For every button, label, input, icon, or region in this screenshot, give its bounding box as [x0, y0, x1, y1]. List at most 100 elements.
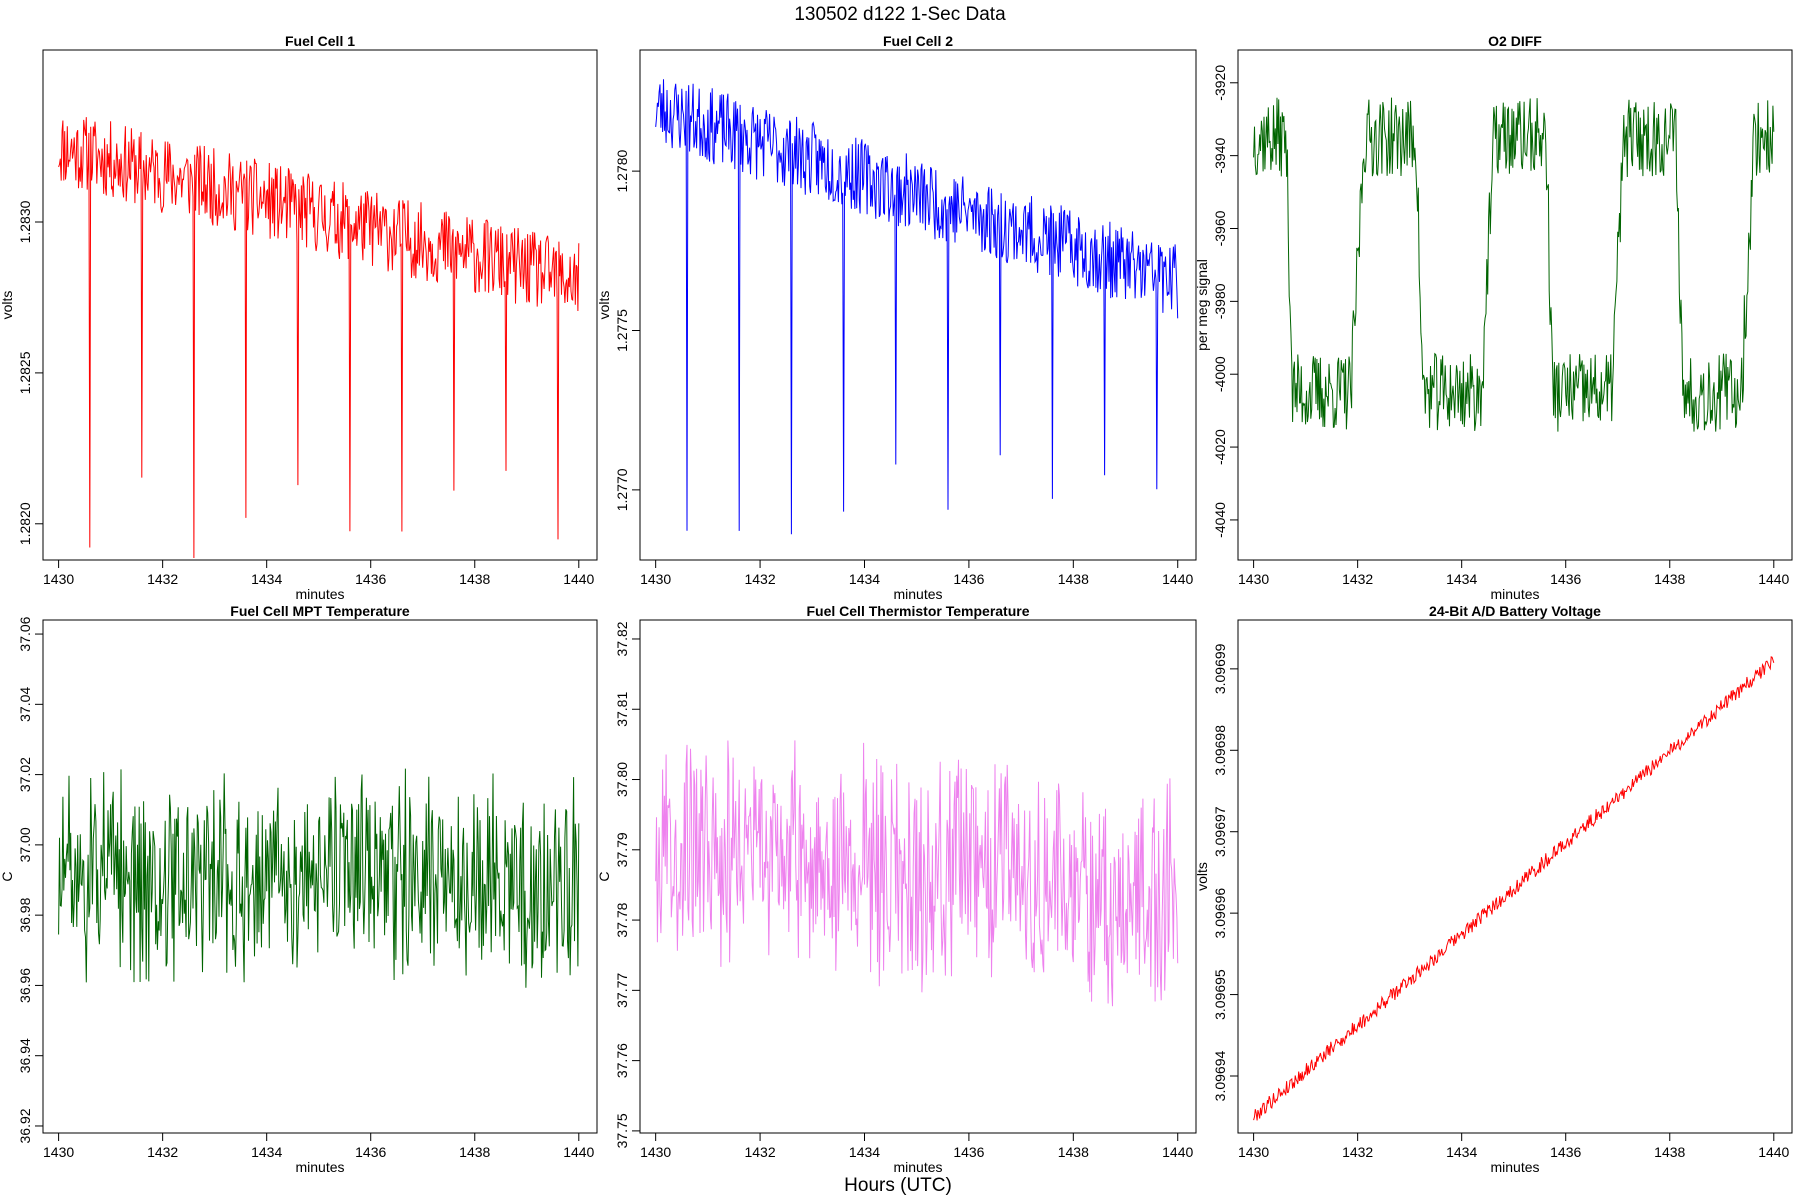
panel-3: O2 DIFF 1430 1432 1434 1436 1438 1440 -4040 -402…: [1194, 33, 1793, 602]
x-tick-label: 1438: [459, 1144, 490, 1160]
x-tick-label: 1438: [1654, 1144, 1685, 1160]
y-tick-label: 3.09698: [1212, 725, 1228, 776]
y-tick-label: 3.09696: [1212, 888, 1228, 939]
x-tick-label: 1440: [563, 1144, 594, 1160]
series-line: [655, 740, 1179, 1007]
y-tick-label: 37.78: [614, 902, 630, 937]
y-axis-label: volts: [596, 291, 612, 320]
panel-4: Fuel Cell MPT Temperature 1430 1432 1434 143…: [0, 603, 598, 1175]
y-axis-label: C: [0, 871, 15, 881]
panel-6: 24-Bit A/D Battery Voltage 1430 1432 1434 14…: [1194, 603, 1793, 1175]
x-axis-label: minutes: [295, 1159, 344, 1175]
x-tick-label: 1436: [355, 571, 386, 587]
series-line: [1253, 97, 1775, 432]
x-tick-label: 1430: [1238, 1144, 1269, 1160]
panels-container: Fuel Cell 1 1430 1432 1434 1436 1438 1440 1.282…: [0, 33, 1793, 1175]
x-tick-label: 1430: [640, 1144, 671, 1160]
y-tick-label: 37.82: [614, 621, 630, 656]
y-tick-label: 1.2820: [17, 502, 33, 545]
y-tick-label: 1.2780: [614, 150, 630, 193]
y-tick-label: 37.77: [614, 973, 630, 1008]
y-tick-label: 37.79: [614, 832, 630, 867]
panel-title: Fuel Cell Thermistor Temperature: [806, 603, 1029, 619]
x-tick-label: 1438: [459, 571, 490, 587]
y-tick-label: -3920: [1212, 65, 1228, 101]
y-tick-label: 3.09695: [1212, 969, 1228, 1020]
x-tick-label: 1440: [1162, 571, 1193, 587]
x-tick-label: 1436: [953, 571, 984, 587]
y-tick-label: 36.98: [17, 897, 33, 932]
x-tick-label: 1430: [640, 571, 671, 587]
y-tick-label: 37.80: [614, 762, 630, 797]
x-axis-label: minutes: [893, 1159, 942, 1175]
x-tick-label: 1432: [1342, 1144, 1373, 1160]
y-tick-label: -3940: [1212, 138, 1228, 174]
y-tick-label: 1.2770: [614, 468, 630, 511]
x-tick-label: 1434: [849, 1144, 880, 1160]
x-tick-label: 1432: [744, 571, 775, 587]
y-tick-label: 37.00: [17, 827, 33, 862]
y-tick-label: -3980: [1212, 283, 1228, 319]
panel-title: O2 DIFF: [1488, 33, 1542, 49]
x-axis-label: minutes: [1490, 1159, 1539, 1175]
x-tick-label: 1438: [1654, 571, 1685, 587]
y-axis-label: per meg signal: [1194, 259, 1210, 351]
x-tick-label: 1432: [147, 1144, 178, 1160]
x-tick-label: 1434: [1446, 1144, 1477, 1160]
x-tick-label: 1432: [147, 571, 178, 587]
x-tick-label: 1440: [1758, 1144, 1789, 1160]
x-axis-label: minutes: [295, 586, 344, 602]
panel-title: Fuel Cell MPT Temperature: [230, 603, 410, 619]
panel-2: Fuel Cell 2 1430 1432 1434 1436 1438 1440 1.277…: [596, 33, 1197, 602]
x-tick-label: 1436: [1550, 571, 1581, 587]
series-line: [655, 79, 1179, 535]
y-tick-label: 37.76: [614, 1043, 630, 1078]
panel-frame: [1237, 49, 1793, 561]
series-line: [1253, 656, 1775, 1121]
x-tick-label: 1436: [355, 1144, 386, 1160]
x-tick-label: 1434: [1446, 571, 1477, 587]
x-tick-label: 1438: [1058, 571, 1089, 587]
series-line: [58, 768, 580, 988]
y-tick-label: -3960: [1212, 210, 1228, 246]
x-axis-label: minutes: [1490, 586, 1539, 602]
y-tick-label: 3.09697: [1212, 806, 1228, 857]
panel-5: Fuel Cell Thermistor Temperature 1430 1432…: [596, 603, 1197, 1175]
y-tick-label: 36.92: [17, 1108, 33, 1143]
x-tick-label: 1430: [43, 1144, 74, 1160]
y-tick-label: 3.09699: [1212, 643, 1228, 694]
y-tick-label: 36.94: [17, 1038, 33, 1073]
y-tick-label: -4020: [1212, 429, 1228, 465]
y-tick-label: 1.2830: [17, 200, 33, 243]
y-axis-label: volts: [1194, 862, 1210, 891]
x-tick-label: 1436: [1550, 1144, 1581, 1160]
y-tick-label: 3.09694: [1212, 1050, 1228, 1101]
x-tick-label: 1438: [1058, 1144, 1089, 1160]
x-tick-label: 1434: [251, 571, 282, 587]
y-tick-label: 1.2775: [614, 309, 630, 352]
x-tick-label: 1432: [1342, 571, 1373, 587]
x-tick-label: 1430: [1238, 571, 1269, 587]
panel-title: Fuel Cell 2: [883, 33, 953, 49]
x-tick-label: 1440: [563, 571, 594, 587]
x-tick-label: 1440: [1162, 1144, 1193, 1160]
x-tick-label: 1434: [251, 1144, 282, 1160]
panel-1: Fuel Cell 1 1430 1432 1434 1436 1438 1440 1.282…: [0, 33, 598, 602]
y-tick-label: 36.96: [17, 968, 33, 1003]
x-tick-label: 1436: [953, 1144, 984, 1160]
x-tick-label: 1434: [849, 571, 880, 587]
panel-title: Fuel Cell 1: [285, 33, 355, 49]
panel-title: 24-Bit A/D Battery Voltage: [1429, 603, 1601, 619]
y-tick-label: -4040: [1212, 502, 1228, 538]
y-tick-label: 37.04: [17, 687, 33, 722]
y-tick-label: 37.81: [614, 692, 630, 727]
global-x-label: Hours (UTC): [844, 1175, 952, 1196]
y-axis-label: C: [596, 871, 612, 881]
y-tick-label: 37.75: [614, 1113, 630, 1148]
y-tick-label: 37.02: [17, 757, 33, 792]
x-tick-label: 1440: [1758, 571, 1789, 587]
y-tick-label: -4000: [1212, 356, 1228, 392]
x-tick-label: 1432: [744, 1144, 775, 1160]
y-axis-label: volts: [0, 291, 15, 320]
